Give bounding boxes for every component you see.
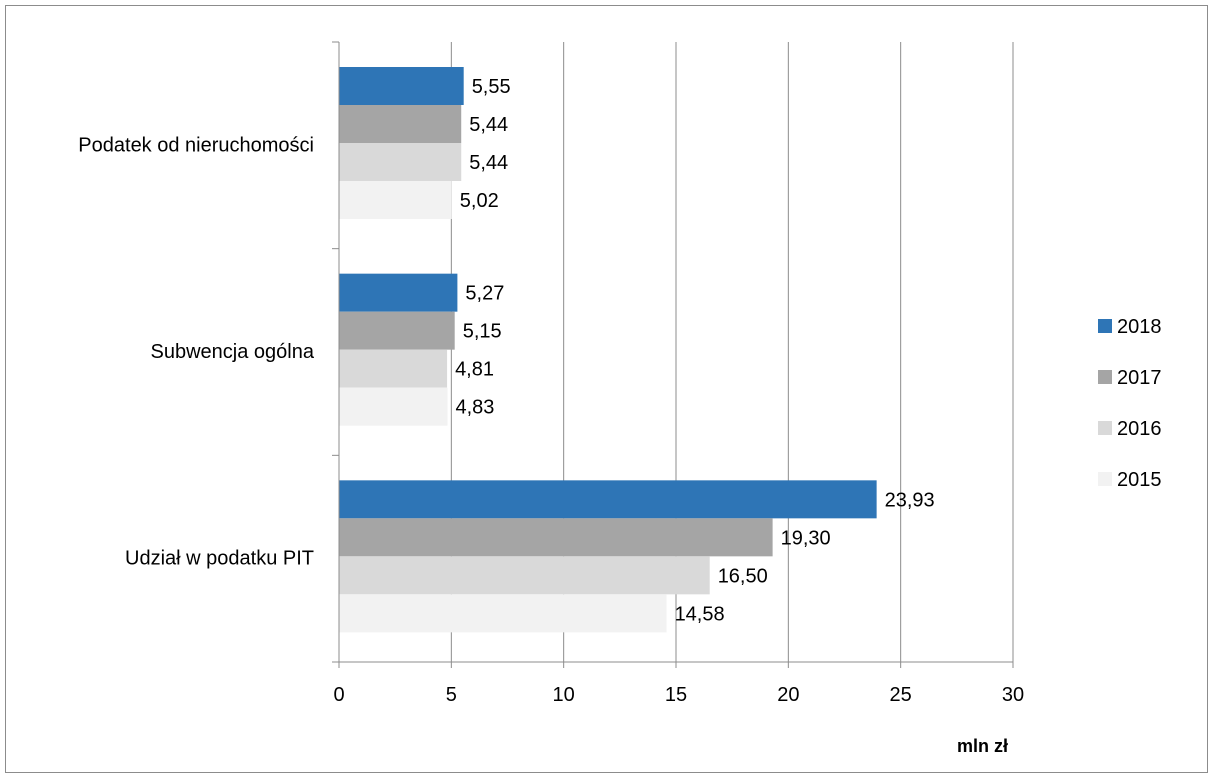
bar-2017	[339, 105, 462, 143]
bar-2015	[339, 181, 452, 219]
bar-2015	[339, 387, 448, 426]
labels: 5,55 5,44 5,44 5,02 Podatek od nieruchomości…	[78, 76, 1024, 706]
legend: 2018 2017 2016 2015	[1098, 316, 1162, 491]
legend-label: 2015	[1117, 469, 1162, 491]
chart-frame: 5,55 5,44 5,44 5,02 Podatek od nieruchomości…	[5, 5, 1208, 773]
axes	[332, 41, 1014, 668]
bar-chart: 5,55 5,44 5,44 5,02 Podatek od nieruchomości…	[78, 41, 1162, 756]
data-label: 19,30	[781, 527, 831, 549]
x-tick-label: 15	[665, 684, 687, 706]
data-label: 5,55	[472, 76, 511, 98]
data-label: 14,58	[675, 603, 725, 625]
x-tick-label: 0	[333, 684, 344, 706]
bar-2016	[339, 556, 710, 595]
legend-label: 2016	[1117, 418, 1162, 440]
legend-swatch-2015	[1098, 472, 1112, 486]
x-tick-label: 30	[1002, 684, 1024, 706]
x-tick-label: 5	[446, 684, 457, 706]
data-label: 16,50	[718, 565, 768, 587]
legend-swatch-2016	[1098, 421, 1112, 435]
bar-2017	[339, 518, 773, 557]
data-label: 4,81	[455, 359, 494, 381]
data-label: 5,27	[465, 283, 504, 305]
bar-2016	[339, 349, 448, 388]
bar-2018	[339, 480, 877, 519]
bar-2016	[339, 143, 462, 181]
data-label: 5,44	[469, 152, 508, 174]
x-axis-title: mln zł	[957, 736, 1008, 756]
data-label: 5,15	[463, 321, 502, 343]
bar-2018	[339, 273, 458, 312]
bar-2017	[339, 311, 455, 350]
x-tick-label: 25	[890, 684, 912, 706]
legend-swatch-2018	[1098, 319, 1112, 333]
bars	[339, 67, 877, 633]
x-tick-label: 20	[777, 684, 799, 706]
bar-2018	[339, 67, 464, 105]
category-label: Subwencja ogólna	[151, 341, 315, 363]
legend-label: 2017	[1117, 367, 1162, 389]
bar-2015	[339, 594, 667, 633]
data-label: 23,93	[885, 489, 935, 511]
category-label: Podatek od nieruchomości	[78, 134, 314, 156]
data-label: 5,44	[469, 114, 508, 136]
data-label: 5,02	[460, 190, 499, 212]
legend-label: 2018	[1117, 316, 1162, 338]
x-tick-label: 10	[553, 684, 575, 706]
legend-swatch-2017	[1098, 370, 1112, 384]
data-label: 4,83	[456, 397, 495, 419]
category-label: Udział w podatku PIT	[125, 548, 314, 570]
